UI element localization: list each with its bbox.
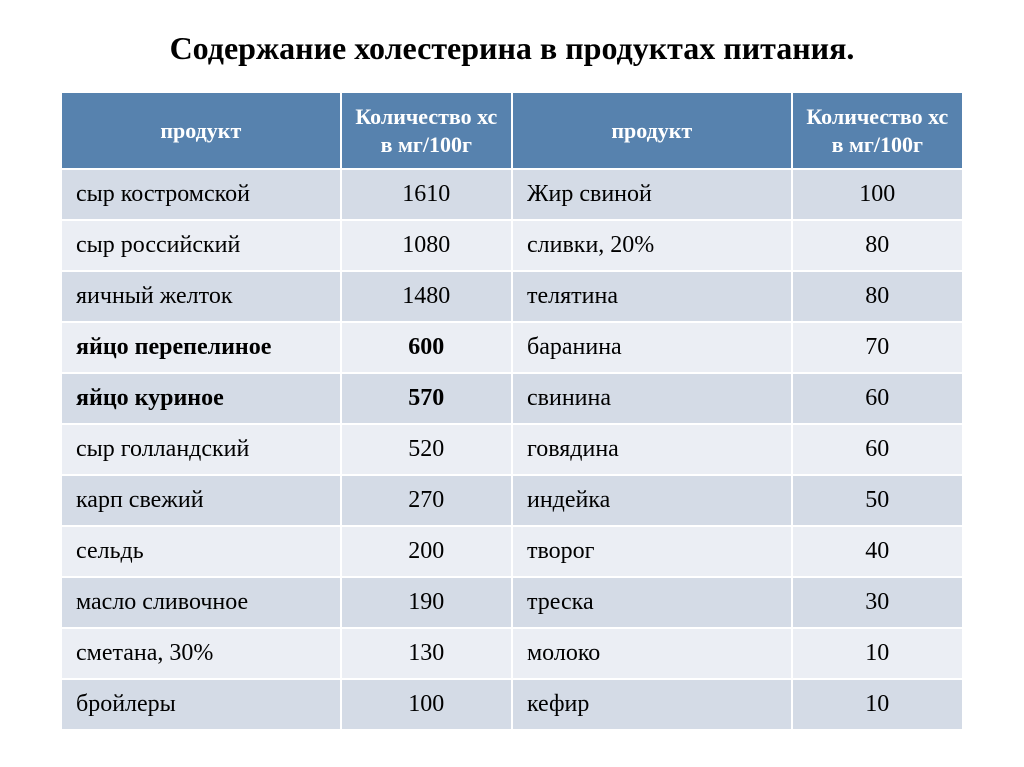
header-amount-1: Количество хс в мг/100г	[341, 92, 512, 169]
cell-amount: 70	[792, 322, 963, 373]
cell-product: индейка	[512, 475, 792, 526]
cell-amount: 100	[792, 169, 963, 220]
cell-product: молоко	[512, 628, 792, 679]
cell-amount: 30	[792, 577, 963, 628]
cell-amount: 570	[341, 373, 512, 424]
cell-product: сметана, 30%	[61, 628, 341, 679]
cell-amount: 1080	[341, 220, 512, 271]
cell-amount: 10	[792, 679, 963, 730]
cell-amount: 80	[792, 220, 963, 271]
table-row: сметана, 30%130молоко10	[61, 628, 963, 679]
header-product-2: продукт	[512, 92, 792, 169]
cell-product: сливки, 20%	[512, 220, 792, 271]
cell-product: баранина	[512, 322, 792, 373]
table-row: сыр российский1080сливки, 20%80	[61, 220, 963, 271]
cell-product: сыр голландский	[61, 424, 341, 475]
table-row: сельдь200творог40	[61, 526, 963, 577]
cell-product: сыр костромской	[61, 169, 341, 220]
cell-product: телятина	[512, 271, 792, 322]
cell-amount: 200	[341, 526, 512, 577]
header-product-1: продукт	[61, 92, 341, 169]
cell-amount: 270	[341, 475, 512, 526]
cell-product: карп свежий	[61, 475, 341, 526]
cell-amount: 50	[792, 475, 963, 526]
table-row: сыр костромской1610Жир свиной100	[61, 169, 963, 220]
header-amount-2: Количество хс в мг/100г	[792, 92, 963, 169]
table-row: масло сливочное190треска30	[61, 577, 963, 628]
cell-amount: 10	[792, 628, 963, 679]
table-row: яйцо перепелиное600баранина70	[61, 322, 963, 373]
cell-product: яичный желток	[61, 271, 341, 322]
cell-amount: 190	[341, 577, 512, 628]
cell-product: Жир свиной	[512, 169, 792, 220]
cell-product: яйцо куриное	[61, 373, 341, 424]
cell-product: творог	[512, 526, 792, 577]
cell-amount: 60	[792, 373, 963, 424]
page-title: Содержание холестерина в продуктах питан…	[60, 30, 964, 67]
cell-amount: 80	[792, 271, 963, 322]
cell-amount: 40	[792, 526, 963, 577]
table-row: яичный желток1480телятина80	[61, 271, 963, 322]
cell-product: яйцо перепелиное	[61, 322, 341, 373]
cell-product: говядина	[512, 424, 792, 475]
cell-product: сельдь	[61, 526, 341, 577]
table-row: сыр голландский520говядина60	[61, 424, 963, 475]
cell-amount: 130	[341, 628, 512, 679]
cell-amount: 520	[341, 424, 512, 475]
cell-product: масло сливочное	[61, 577, 341, 628]
cell-product: бройлеры	[61, 679, 341, 730]
cell-amount: 1480	[341, 271, 512, 322]
table-header-row: продукт Количество хс в мг/100г продукт …	[61, 92, 963, 169]
table-row: карп свежий270индейка50	[61, 475, 963, 526]
cell-amount: 60	[792, 424, 963, 475]
cell-amount: 1610	[341, 169, 512, 220]
cell-product: треска	[512, 577, 792, 628]
cell-amount: 100	[341, 679, 512, 730]
cell-amount: 600	[341, 322, 512, 373]
table-row: бройлеры100кефир10	[61, 679, 963, 730]
table-row: яйцо куриное570свинина60	[61, 373, 963, 424]
cholesterol-table: продукт Количество хс в мг/100г продукт …	[60, 91, 964, 731]
cell-product: сыр российский	[61, 220, 341, 271]
cell-product: кефир	[512, 679, 792, 730]
cell-product: свинина	[512, 373, 792, 424]
